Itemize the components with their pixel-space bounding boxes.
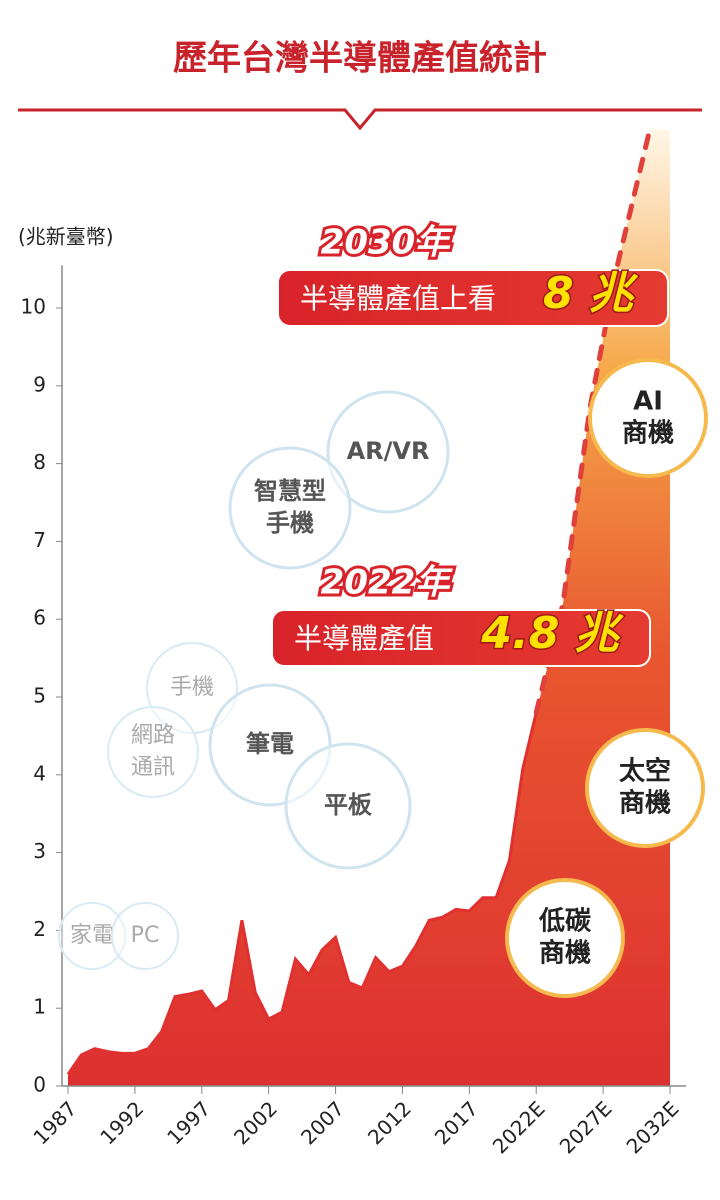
bubble-label: 手機 [170,675,214,700]
x-tick-label: 1987 [28,1096,81,1149]
y-tick-label: 1 [33,995,46,1019]
callout-year: 2022年 [321,563,454,603]
bubble-circle [58,902,126,970]
bubble-label: 低碳 [538,907,592,937]
x-tick-label: 2002 [229,1096,282,1149]
y-tick-label: 0 [33,1073,46,1097]
bubble-circle [585,728,705,848]
y-tick-label: 6 [33,606,46,630]
x-tick-label: 2007 [296,1096,349,1149]
title-divider [18,108,702,131]
bubble-label: 通訊 [131,755,175,780]
bubble: 家電 [58,902,126,970]
y-tick-label: 4 [33,761,46,785]
y-axis-label: (兆新臺幣) [18,225,114,249]
callout-box [271,609,651,667]
bubble-label: 家電 [70,923,114,948]
bubble-label: 智慧型 [254,477,326,505]
x-tick-label: 1997 [162,1096,215,1149]
y-tick-label: 5 [33,684,46,708]
bubble-circle [111,902,179,970]
callout-text: 半導體產值 [294,622,434,655]
bubble-circle [505,878,625,998]
bubble-label: 商機 [619,788,671,819]
bubble-label: 網路 [131,723,175,748]
y-tick-label: 3 [33,839,46,863]
bubble-label: PC [131,923,160,948]
area-fill [68,129,670,1086]
x-tick-label: 2022E [488,1096,550,1158]
bubble-label: 商機 [539,938,591,969]
bubble-label: 手機 [266,509,314,537]
y-tick-label: 9 [33,372,46,396]
callout-year: 2030年 [321,223,454,263]
bubble-label: 太空 [619,756,671,787]
y-tick-label: 10 [21,295,46,319]
bubble-circle [326,390,450,514]
bubble-label: AR/VR [347,437,430,465]
bubble: 平板 [284,742,412,870]
chart-title: 歷年台灣半導體產值統計 [173,39,547,79]
x-tick-label: 1992 [95,1096,148,1149]
bubble-label: 商機 [622,418,674,449]
callout-value: 4.8 兆 [480,608,624,659]
x-tick-label: 2032E [622,1096,684,1158]
x-tick-label: 2027E [555,1096,617,1158]
bubble-circle [107,706,199,798]
x-tick-label: 2012 [363,1096,416,1149]
bubble-circle [588,358,708,478]
x-tick-label: 2017 [430,1096,483,1149]
bubble-label: AI [633,387,663,417]
callout-box [277,269,669,327]
bubble-label: 筆電 [246,730,294,758]
area-line [66,712,538,1076]
y-tick-label: 2 [33,917,46,941]
y-tick-label: 8 [33,450,46,474]
bubble: AR/VR [326,390,450,514]
bubble-label: 平板 [324,791,373,819]
bubble: PC [111,902,179,970]
y-tick-label: 7 [33,528,46,552]
callout-text: 半導體產值上看 [300,282,496,315]
bubble-circle [284,742,412,870]
callout-value: 8 兆 [543,268,639,319]
bubble-circle [228,446,352,570]
